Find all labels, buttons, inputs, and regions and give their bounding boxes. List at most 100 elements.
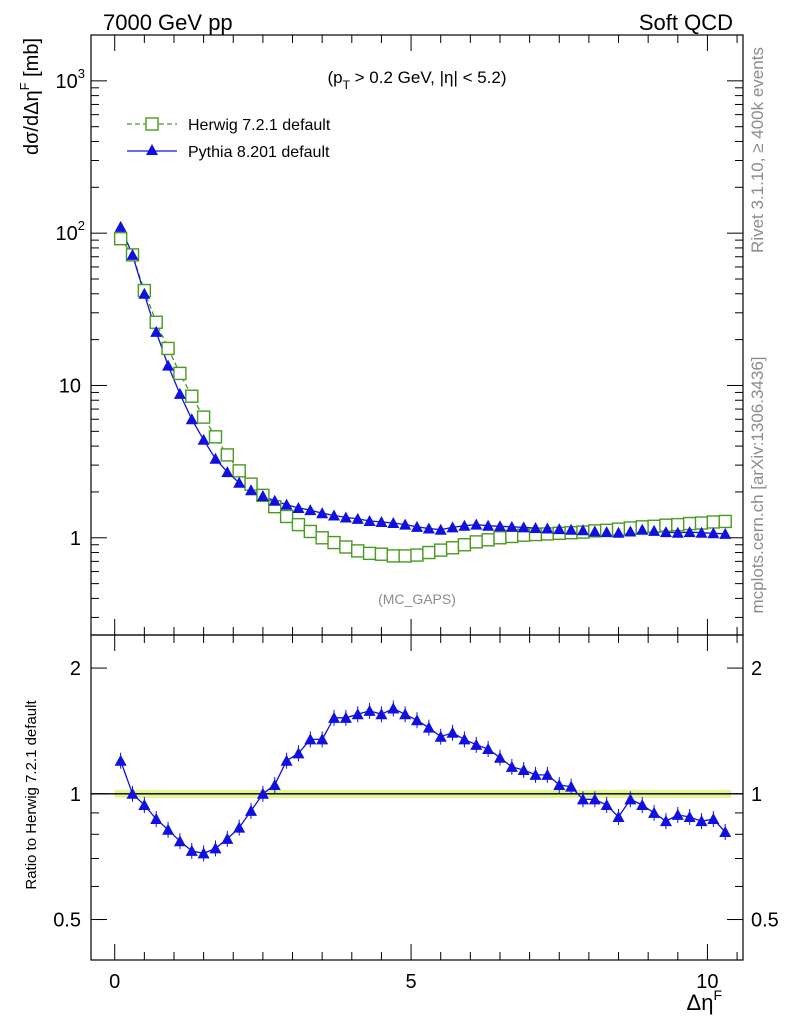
ratio-point — [363, 704, 376, 716]
pythia-point — [707, 527, 720, 539]
herwig-point — [208, 430, 223, 444]
pythia-point — [138, 287, 151, 299]
herwig-point — [113, 231, 128, 246]
ratio-point — [256, 787, 269, 799]
ratio-point — [648, 806, 661, 818]
herwig-point — [327, 535, 341, 550]
legend: Herwig 7.2.1 default Pythia 8.201 defaul… — [127, 117, 331, 161]
pythia-point — [233, 476, 246, 488]
ratio-point — [422, 721, 435, 733]
pythia-point — [648, 524, 661, 536]
ratio-point — [612, 810, 625, 822]
x-tick-label: 5 — [406, 971, 417, 993]
ratio-y-ticks: 0.5 0.5 1 1 2 2 — [53, 658, 779, 931]
ratio-point — [339, 711, 352, 723]
x-tick-label: 0 — [109, 971, 120, 993]
pythia-point — [209, 452, 222, 464]
legend-entry-herwig: Herwig 7.2.1 default — [127, 117, 331, 134]
ratio-point — [316, 733, 329, 745]
herwig-point — [410, 548, 424, 562]
ratio-point — [138, 799, 151, 811]
legend-pythia-marker — [146, 144, 158, 155]
pythia-point — [588, 525, 601, 537]
pythia-point — [470, 518, 483, 530]
herwig-point — [161, 341, 175, 356]
pythia-point — [411, 520, 423, 532]
herwig-point — [362, 546, 377, 561]
ratio-reference-band — [91, 789, 743, 798]
pythia-point — [221, 466, 234, 478]
herwig-point — [279, 509, 294, 524]
herwig-point — [303, 524, 318, 539]
header-left: 7000 GeV pp — [103, 10, 233, 35]
ratio-point — [268, 778, 281, 790]
ratio-point — [221, 832, 234, 844]
herwig-point — [196, 410, 211, 424]
pythia-point — [150, 325, 163, 337]
pythia-point — [256, 490, 269, 502]
herwig-point — [398, 549, 412, 563]
ratio-y-tick-label: 1 — [70, 784, 81, 806]
pythia-point — [387, 517, 400, 529]
pythia-point — [541, 522, 554, 534]
herwig-point — [718, 514, 732, 529]
ratio-point — [280, 754, 293, 766]
ratio-point — [683, 810, 696, 822]
pythia-point — [185, 413, 198, 425]
pythia-point — [493, 520, 506, 532]
ratio-point — [173, 835, 186, 847]
pythia-point — [114, 220, 127, 232]
ratio-point — [624, 793, 637, 805]
pythia-point — [683, 526, 696, 538]
herwig-point — [351, 544, 365, 558]
ratio-point — [245, 804, 258, 816]
ratio-point — [541, 768, 554, 780]
ratio-point — [162, 823, 175, 835]
rivet-label: Rivet 3.1.10, ≥ 400k events — [748, 47, 767, 253]
ratio-point — [114, 754, 127, 766]
ratio-point — [482, 743, 495, 755]
main-series-group — [113, 220, 732, 563]
main-x-ticks — [114, 35, 738, 635]
herwig-point — [291, 517, 306, 532]
ratio-point — [659, 815, 672, 827]
ratio-point — [446, 726, 459, 738]
ratio-point — [351, 708, 364, 720]
ratio-plot-frame — [90, 634, 744, 961]
ratio-point — [671, 808, 684, 820]
pythia-point — [399, 518, 412, 530]
herwig-point — [481, 533, 495, 547]
herwig-point — [457, 538, 472, 552]
pythia-point — [375, 515, 388, 527]
ratio-point — [600, 799, 613, 811]
pythia-point — [292, 501, 305, 513]
pythia-point — [304, 504, 317, 516]
pythia-point — [280, 498, 293, 510]
herwig-point — [315, 531, 329, 545]
ratio-point — [565, 780, 578, 792]
ratio-point — [719, 826, 732, 838]
ratio-y-tick-label-right: 0.5 — [751, 910, 779, 932]
pythia-point — [553, 523, 566, 535]
pythia-point — [328, 509, 341, 521]
pythia-point — [624, 525, 637, 537]
pythia-point — [529, 521, 542, 533]
herwig-point — [445, 541, 460, 555]
pythia-point — [126, 248, 139, 260]
main-y-tick-label: 10 — [59, 375, 81, 397]
pythia-point — [458, 519, 471, 531]
herwig-point — [173, 366, 187, 381]
herwig-point — [386, 549, 400, 563]
herwig-point — [185, 389, 199, 403]
legend-entry-pythia: Pythia 8.201 default — [127, 144, 330, 161]
main-y-tick-label: 1 — [70, 528, 81, 550]
ratio-y-tick-label-right: 2 — [751, 658, 762, 680]
x-axis-label: ΔηF — [687, 987, 723, 1015]
ratio-point — [529, 768, 542, 780]
header-right: Soft QCD — [639, 10, 733, 35]
ratio-series-group — [114, 700, 732, 862]
herwig-point — [706, 515, 721, 529]
herwig-point — [505, 529, 519, 544]
ratio-point — [493, 751, 506, 763]
pythia-point — [316, 507, 329, 519]
